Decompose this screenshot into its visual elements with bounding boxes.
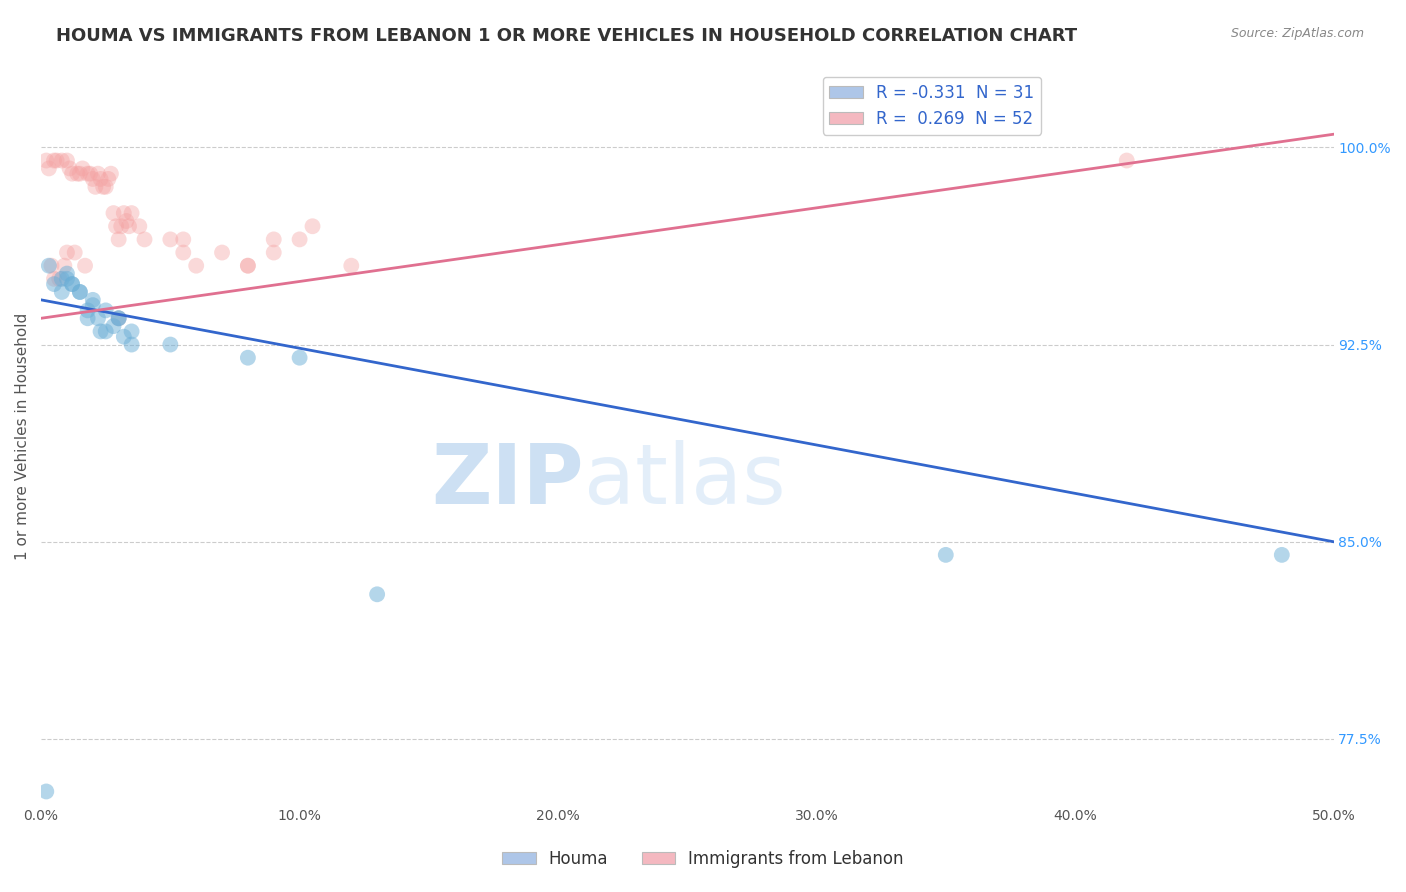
Point [288,351,311,365]
Point [94,325,117,339]
Point [87,167,110,181]
Point [236,259,259,273]
Point [69,285,91,299]
Point [100,167,122,181]
Point [42,153,65,168]
Legend: R = -0.331  N = 31, R =  0.269  N = 52: R = -0.331 N = 31, R = 0.269 N = 52 [823,77,1040,135]
Point [82,293,104,307]
Point [45,153,67,168]
Point [56,272,79,286]
Point [301,219,323,234]
Point [56,267,79,281]
Point [107,311,129,326]
Point [76,311,98,326]
Point [82,172,104,186]
Point [56,153,79,168]
Point [84,179,107,194]
Point [112,206,135,220]
Point [60,277,83,291]
Point [105,219,128,234]
Point [87,311,110,326]
Point [107,311,129,326]
Point [288,232,311,246]
Point [51,153,73,168]
Point [38,259,60,273]
Point [97,172,120,186]
Point [94,303,117,318]
Point [66,167,89,181]
Text: HOUMA VS IMMIGRANTS FROM LEBANON 1 OR MORE VEHICLES IN HOUSEHOLD CORRELATION CHA: HOUMA VS IMMIGRANTS FROM LEBANON 1 OR MO… [56,27,1077,45]
Point [48,272,70,286]
Point [56,245,79,260]
Point [41,259,63,273]
Point [90,325,112,339]
Point [72,161,94,176]
Point [103,319,125,334]
Point [91,179,114,194]
Point [236,259,259,273]
Point [82,298,104,312]
Point [186,259,208,273]
Point [128,219,150,234]
Point [35,153,58,168]
Point [110,219,132,234]
Point [263,232,285,246]
Point [159,232,181,246]
Point [236,351,259,365]
Point [90,172,112,186]
Point [172,245,194,260]
Point [35,784,58,798]
Point [76,167,98,181]
Point [60,167,83,181]
Text: ZIP: ZIP [432,441,583,521]
Point [935,548,957,562]
Point [76,303,98,318]
Point [107,311,129,326]
Point [1115,153,1137,168]
Point [63,245,86,260]
Point [115,214,138,228]
Text: atlas: atlas [583,441,786,521]
Point [340,259,363,273]
Point [211,245,233,260]
Point [42,272,65,286]
Point [134,232,156,246]
Point [159,337,181,351]
Point [112,329,135,343]
Point [103,206,125,220]
Point [121,206,143,220]
Point [79,167,101,181]
Text: Source: ZipAtlas.com: Source: ZipAtlas.com [1230,27,1364,40]
Point [69,167,91,181]
Point [94,179,117,194]
Point [172,232,194,246]
Point [263,245,285,260]
Point [1271,548,1294,562]
Y-axis label: 1 or more Vehicles in Household: 1 or more Vehicles in Household [15,313,30,560]
Point [53,259,76,273]
Point [51,285,73,299]
Point [107,232,129,246]
Point [60,277,83,291]
Point [58,161,80,176]
Point [121,337,143,351]
Point [69,285,91,299]
Point [366,587,388,601]
Point [118,219,141,234]
Point [121,325,143,339]
Point [38,161,60,176]
Legend: Houma, Immigrants from Lebanon: Houma, Immigrants from Lebanon [495,844,911,875]
Point [42,277,65,291]
Point [51,272,73,286]
Point [73,259,96,273]
